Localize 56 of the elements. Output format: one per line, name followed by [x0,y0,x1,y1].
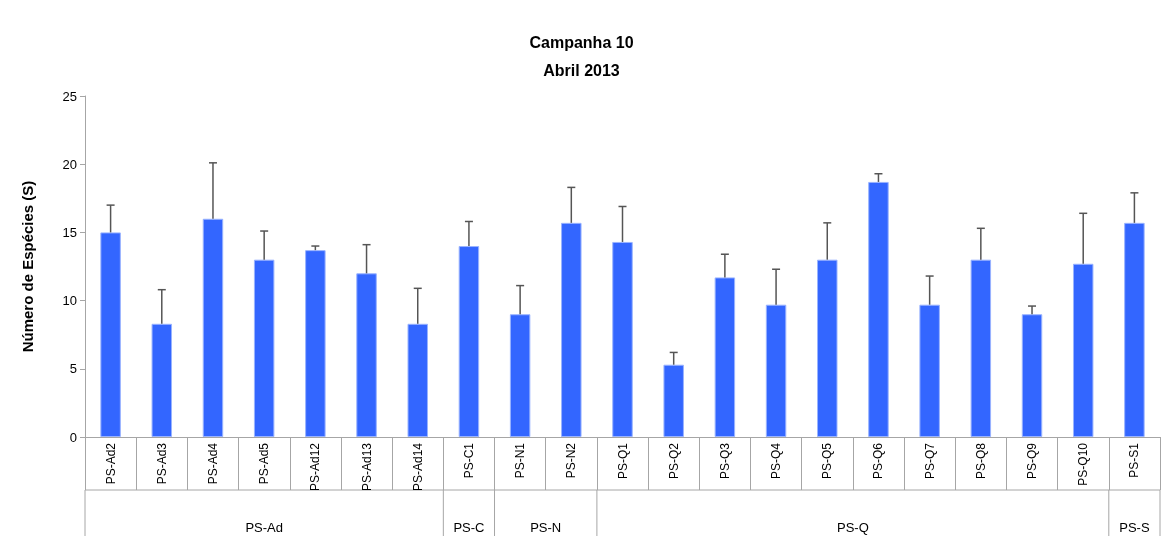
bar [1021,314,1043,437]
y-axis-title: Número de Espécies (S) [19,180,36,353]
bar [151,323,173,437]
chart-title: Campanha 10 [529,33,634,51]
y-tick-label: 15 [62,224,77,240]
bar [305,250,326,437]
bar [561,222,582,437]
x-tick-label: PS-Q2 [666,442,681,480]
x-tick-label: PS-C1 [461,442,476,479]
y-tick-label: 25 [62,88,77,104]
x-tick-label: PS-Ad14 [410,442,425,492]
bar [202,218,224,437]
bar [612,241,633,437]
y-tick-label: 0 [69,429,77,445]
bar [868,181,889,437]
bar [1124,222,1145,437]
text: PS-Q [836,519,869,535]
text: PS-N [530,519,562,535]
bar [1072,263,1094,437]
x-tick-label: PS-S1 [1127,442,1142,478]
bar [253,259,275,437]
bar [663,364,684,437]
text: PS-C [453,519,485,535]
y-tick-label: 20 [62,156,77,172]
x-tick-label: PS-Q10 [1076,442,1091,486]
x-tick-label: PS-Ad4 [205,442,220,485]
x-tick-label: PS-Ad3 [154,442,169,485]
bar [100,232,121,437]
bar [509,314,531,437]
x-tick-label: PS-Q4 [769,442,784,480]
bar [458,246,480,437]
x-tick-label: PS-Ad13 [359,442,374,492]
chart-subtitle: Abril 2013 [543,61,620,79]
bar [817,259,838,437]
x-tick-label: PS-Q6 [871,442,886,480]
bar [407,323,428,437]
bar [356,273,377,437]
x-tick-label: PS-Ad12 [308,442,323,492]
x-tick-label: PS-Q9 [1025,442,1040,480]
y-tick-label: 10 [62,293,77,309]
x-tick-label: PS-Q3 [717,442,732,480]
x-tick-label: PS-N1 [513,442,528,479]
bar [919,304,940,437]
bar [714,277,736,437]
bar [970,259,992,437]
x-tick-label: PS-Ad5 [257,442,272,485]
text: PS-S [1119,519,1150,535]
x-tick-label: PS-Q7 [922,442,937,480]
x-tick-label: PS-N2 [564,442,579,479]
x-tick-label: PS-Q8 [973,442,988,480]
x-tick-label: PS-Q1 [615,442,630,480]
y-tick-label: 5 [69,361,77,377]
text: PS-Ad [245,519,283,535]
x-tick-label: PS-Q5 [820,442,835,480]
bar [765,304,787,437]
x-tick-label: PS-Ad2 [103,442,118,485]
